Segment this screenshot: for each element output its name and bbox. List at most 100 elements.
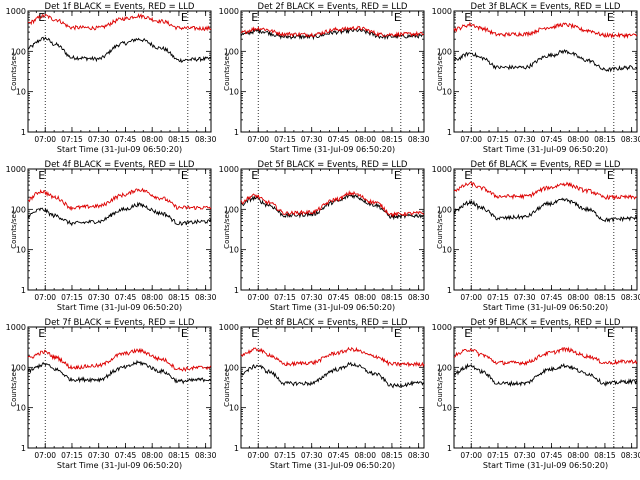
x-tick-label: 07:00 [247, 451, 269, 460]
y-tick-label: 1 [234, 286, 239, 295]
chart-panel-5: Det 5f BLACK = Events, RED = LLD 1 10 100 10… [219, 160, 430, 312]
series-line-lld [240, 25, 425, 38]
event-marker-label: E [251, 327, 258, 340]
x-tick-label: 07:45 [115, 135, 137, 144]
x-tick-label: 07:00 [34, 451, 56, 460]
y-tick-label: 10 [229, 404, 239, 413]
chart-title: Det 8f BLACK = Events, RED = LLD [258, 318, 408, 328]
y-tick-label: 1000 [219, 165, 239, 174]
y-tick-label: 100 [437, 205, 452, 214]
y-tick-label: 10 [16, 88, 26, 97]
chart-panel-6: Det 6f BLACK = Events, RED = LLD 1 10 100 10… [432, 160, 640, 312]
x-tick-label: 08:15 [594, 451, 616, 460]
y-tick-label: 100 [11, 47, 26, 56]
y-tick-label: 1 [234, 128, 239, 137]
x-tick-label: 07:15 [487, 135, 509, 144]
x-tick-label: 07:30 [514, 451, 536, 460]
x-tick-label: 07:00 [34, 293, 56, 302]
event-marker-label: E [251, 11, 258, 24]
x-tick-label: 08:00 [567, 451, 589, 460]
x-tick-label: 07:15 [487, 451, 509, 460]
x-tick-label: 08:15 [381, 293, 403, 302]
series-line-events [240, 361, 424, 389]
event-marker-label: E [607, 169, 614, 182]
plot-frame [240, 168, 425, 291]
x-axis-label: Start Time (31-Jul-09 06:50:20) [483, 461, 608, 470]
series-line-lld [454, 346, 638, 366]
series-line-events [453, 362, 638, 388]
x-tick-label: 08:30 [621, 293, 640, 302]
y-axis-label: Counts/sec [10, 52, 18, 91]
x-tick-label: 08:00 [354, 293, 376, 302]
y-tick-label: 100 [224, 363, 239, 372]
x-tick-label: 07:45 [115, 293, 137, 302]
x-tick-label: 08:00 [354, 451, 376, 460]
y-tick-label: 10 [16, 246, 26, 255]
x-axis-label: Start Time (31-Jul-09 06:50:20) [57, 145, 182, 154]
x-tick-label: 08:30 [408, 451, 430, 460]
x-tick-label: 07:00 [247, 135, 269, 144]
x-tick-label: 08:00 [567, 293, 589, 302]
x-tick-label: 08:15 [594, 135, 616, 144]
chart-title: Det 4f BLACK = Events, RED = LLD [45, 160, 195, 170]
event-marker-label: E [607, 327, 614, 340]
chart-panel-8: Det 8f BLACK = Events, RED = LLD 1 10 100 10… [219, 318, 430, 470]
series-line-events [27, 359, 212, 385]
y-axis-label: Counts/sec [10, 210, 18, 249]
plot-frame [453, 326, 638, 449]
x-tick-label: 07:15 [274, 135, 296, 144]
x-tick-label: 07:45 [541, 135, 563, 144]
y-tick-label: 1 [447, 128, 452, 137]
event-marker-label: E [607, 11, 614, 24]
series-line-lld [240, 190, 425, 218]
plot-frame [240, 10, 425, 133]
x-tick-label: 08:15 [168, 451, 190, 460]
y-tick-label: 1 [447, 444, 452, 453]
y-tick-label: 1000 [432, 165, 452, 174]
chart-title: Det 9f BLACK = Events, RED = LLD [471, 318, 621, 328]
y-axis-label: Counts/sec [436, 368, 444, 407]
x-tick-label: 08:30 [195, 293, 217, 302]
y-tick-label: 100 [11, 205, 26, 214]
y-tick-label: 10 [442, 246, 452, 255]
y-tick-label: 1000 [6, 323, 26, 332]
y-tick-label: 10 [16, 404, 26, 413]
y-axis-label: Counts/sec [436, 210, 444, 249]
chart-title: Det 6f BLACK = Events, RED = LLD [471, 160, 621, 170]
event-marker-label: E [464, 327, 471, 340]
y-tick-label: 1 [21, 286, 26, 295]
series-line-events [240, 194, 425, 221]
y-tick-label: 1000 [219, 323, 239, 332]
x-tick-label: 08:30 [621, 135, 640, 144]
x-tick-label: 07:45 [328, 135, 350, 144]
x-tick-label: 07:30 [88, 135, 110, 144]
event-marker-label: E [394, 169, 401, 182]
plot-frame [27, 10, 212, 133]
chart-title: Det 7f BLACK = Events, RED = LLD [45, 318, 195, 328]
y-tick-label: 1000 [6, 165, 26, 174]
x-tick-label: 07:15 [274, 451, 296, 460]
x-tick-label: 07:15 [487, 293, 509, 302]
series-line-lld [27, 347, 212, 372]
x-tick-label: 07:30 [88, 293, 110, 302]
x-tick-label: 07:30 [301, 135, 323, 144]
x-tick-label: 07:45 [541, 451, 563, 460]
x-tick-label: 08:00 [141, 451, 163, 460]
event-marker-label: E [181, 169, 188, 182]
event-marker-label: E [394, 11, 401, 24]
y-axis-label: Counts/sec [10, 368, 18, 407]
event-marker-label: E [38, 327, 45, 340]
y-tick-label: 10 [442, 88, 452, 97]
series-line-events [27, 201, 212, 227]
y-tick-label: 100 [224, 47, 239, 56]
chart-panel-2: Det 2f BLACK = Events, RED = LLD 1 10 100 10… [219, 2, 430, 154]
y-tick-label: 1000 [6, 7, 26, 16]
y-tick-label: 1 [447, 286, 452, 295]
series-line-events [27, 36, 212, 63]
event-marker-label: E [251, 169, 258, 182]
plot-frame [240, 326, 425, 449]
event-marker-label: E [394, 327, 401, 340]
y-tick-label: 10 [229, 88, 239, 97]
x-tick-label: 08:00 [141, 293, 163, 302]
y-tick-label: 1000 [432, 323, 452, 332]
